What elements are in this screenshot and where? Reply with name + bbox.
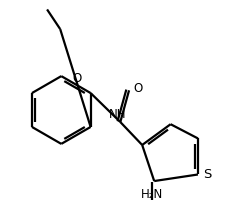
Text: O: O — [73, 72, 82, 84]
Text: S: S — [203, 168, 212, 181]
Text: O: O — [134, 82, 143, 95]
Text: H₂N: H₂N — [141, 188, 163, 201]
Text: NH: NH — [109, 108, 126, 121]
